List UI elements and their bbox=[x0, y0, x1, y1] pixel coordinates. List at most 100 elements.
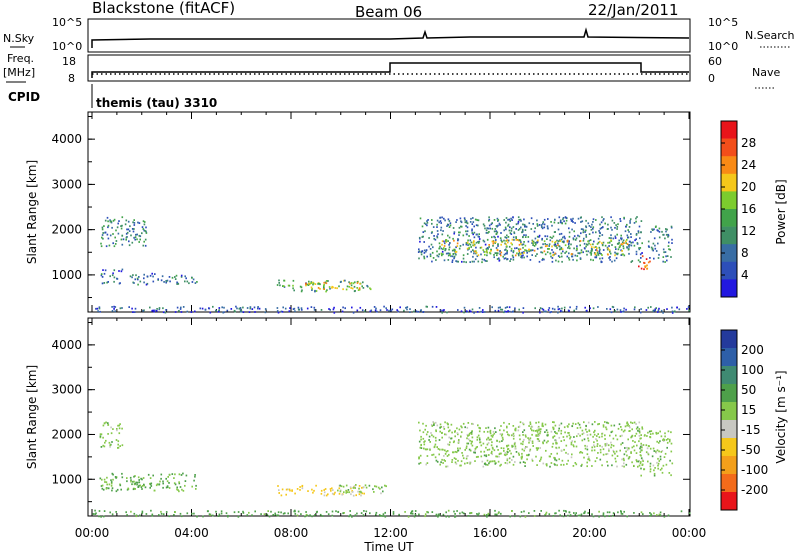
echo-cell bbox=[549, 239, 552, 242]
echo-cell bbox=[522, 311, 524, 314]
echo-cell bbox=[639, 247, 642, 249]
echo-cell bbox=[478, 236, 480, 238]
echo-cell bbox=[459, 447, 461, 450]
echo-cell bbox=[622, 253, 624, 256]
echo-cell bbox=[479, 427, 481, 430]
echo-cell bbox=[501, 433, 504, 436]
freq-tick-top: 18 bbox=[62, 55, 76, 68]
echo-cell bbox=[188, 282, 190, 285]
echo-cell bbox=[507, 433, 509, 436]
echo-cell bbox=[482, 223, 485, 226]
colorbar-cell bbox=[721, 209, 737, 227]
echo-cell bbox=[475, 224, 478, 227]
echo-cell bbox=[561, 222, 563, 225]
echo-cell bbox=[588, 459, 591, 462]
echo-cell bbox=[559, 248, 561, 251]
echo-cell bbox=[497, 245, 499, 247]
echo-cell bbox=[139, 235, 142, 238]
echo-cell bbox=[457, 449, 460, 452]
echo-cell bbox=[668, 440, 671, 443]
echo-cell bbox=[451, 461, 453, 463]
echo-cell bbox=[311, 289, 313, 291]
echo-cell bbox=[154, 309, 156, 312]
echo-cell bbox=[447, 259, 450, 261]
echo-cell bbox=[483, 240, 486, 243]
echo-cell bbox=[569, 436, 572, 438]
colorbar-cell bbox=[721, 156, 737, 175]
echo-cell bbox=[191, 276, 193, 279]
echo-cell bbox=[263, 513, 266, 516]
echo-cell bbox=[208, 307, 211, 310]
echo-cell bbox=[477, 241, 479, 243]
echo-cell bbox=[162, 480, 164, 483]
echo-cell bbox=[610, 424, 613, 427]
echo-cell bbox=[485, 455, 488, 458]
echo-cell bbox=[447, 234, 449, 237]
echo-cell bbox=[604, 438, 606, 440]
echo-cell bbox=[606, 453, 609, 455]
echo-cell bbox=[534, 430, 537, 432]
echo-cell bbox=[457, 447, 459, 450]
echo-cell bbox=[523, 252, 525, 254]
echo-cell bbox=[351, 306, 353, 309]
echo-cell bbox=[530, 228, 533, 230]
echo-cell bbox=[482, 465, 485, 468]
echo-cell bbox=[151, 309, 153, 312]
echo-cell bbox=[455, 451, 458, 454]
echo-cell bbox=[103, 225, 105, 227]
echo-cell bbox=[325, 280, 328, 282]
echo-cell bbox=[650, 430, 653, 432]
echo-cell bbox=[178, 490, 180, 493]
echo-cell bbox=[100, 273, 103, 275]
echo-cell bbox=[543, 218, 546, 221]
echo-cell bbox=[668, 248, 670, 251]
echo-cell bbox=[642, 444, 645, 446]
echo-cell bbox=[301, 289, 303, 292]
echo-cell bbox=[580, 249, 583, 252]
echo-cell bbox=[493, 235, 495, 238]
echo-cell bbox=[630, 452, 632, 454]
echo-cell bbox=[573, 436, 575, 438]
echo-cell bbox=[481, 311, 484, 313]
echo-cell bbox=[522, 461, 525, 463]
echo-cell bbox=[184, 480, 187, 482]
echo-cell bbox=[486, 515, 488, 518]
echo-cell bbox=[449, 224, 452, 227]
echo-cell bbox=[481, 258, 484, 261]
echo-cell bbox=[508, 457, 511, 460]
echo-cell bbox=[349, 282, 351, 285]
echo-cell bbox=[483, 258, 486, 261]
echo-cell bbox=[462, 457, 465, 460]
echo-cell bbox=[576, 427, 579, 429]
echo-cell bbox=[533, 515, 536, 517]
echo-cell bbox=[485, 249, 488, 252]
echo-cell bbox=[613, 424, 616, 427]
echo-cell bbox=[575, 445, 578, 448]
echo-cell bbox=[465, 221, 468, 224]
echo-cell bbox=[602, 514, 605, 516]
echo-cell bbox=[281, 310, 284, 313]
echo-cell bbox=[429, 449, 431, 451]
echo-cell bbox=[158, 308, 161, 311]
echo-cell bbox=[497, 460, 500, 463]
echo-cell bbox=[484, 251, 486, 253]
echo-cell bbox=[499, 306, 501, 309]
echo-cell bbox=[532, 429, 535, 432]
echo-cell bbox=[505, 228, 507, 231]
echo-cell bbox=[612, 449, 615, 452]
echo-cell bbox=[585, 229, 587, 232]
echo-cell bbox=[135, 274, 137, 277]
echo-cell bbox=[476, 513, 478, 515]
echo-cell bbox=[512, 251, 515, 254]
echo-cell bbox=[552, 442, 554, 445]
echo-cell bbox=[590, 258, 592, 261]
echo-cell bbox=[194, 475, 196, 478]
echo-cell bbox=[496, 439, 498, 442]
echo-cell bbox=[364, 484, 367, 487]
echo-cell bbox=[147, 473, 150, 476]
echo-cell bbox=[500, 425, 502, 427]
echo-cell bbox=[654, 308, 657, 311]
echo-cell bbox=[572, 221, 574, 223]
echo-cell bbox=[447, 240, 449, 242]
echo-cell bbox=[171, 276, 174, 279]
